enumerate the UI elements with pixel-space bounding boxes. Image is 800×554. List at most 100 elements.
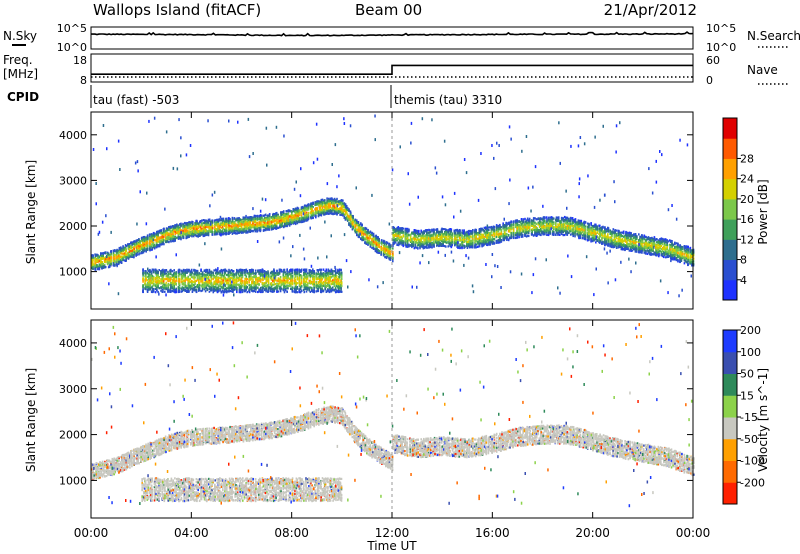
freq-series (91, 64, 693, 75)
power-cell (210, 229, 212, 232)
power-cell (167, 273, 170, 276)
power-cell (112, 260, 115, 263)
power-cell (192, 235, 195, 238)
power-cell (366, 238, 369, 241)
power-cell (336, 197, 338, 200)
power-cell (372, 237, 375, 240)
power-cell (205, 226, 207, 229)
power-cell (222, 233, 225, 236)
power-cell (194, 231, 196, 234)
power-cell (339, 207, 341, 210)
power-cell (280, 212, 283, 215)
power-cell (140, 247, 143, 250)
power-cell (392, 260, 394, 263)
power-cell (367, 237, 369, 240)
power-cell (192, 233, 194, 236)
power-cell (270, 216, 273, 219)
power-cell (182, 230, 185, 233)
power-cell (292, 222, 295, 225)
power-cell (100, 263, 102, 266)
power-cell (145, 271, 147, 274)
power-cell (156, 233, 158, 236)
power-cell (358, 236, 360, 239)
power-cell (317, 204, 320, 207)
power-cell (94, 260, 97, 263)
power-cell (362, 238, 365, 242)
power-cell (320, 200, 323, 203)
power-cell (233, 227, 236, 230)
power-cell (229, 220, 231, 223)
power-cell (382, 239, 385, 242)
power-cell (174, 229, 176, 232)
power-cell (178, 273, 181, 276)
power-cell (295, 211, 298, 214)
power-cell (206, 222, 208, 225)
power-cell (382, 247, 385, 250)
power-cell (140, 244, 143, 247)
power-cell (304, 206, 306, 209)
power-cell (196, 219, 198, 222)
power-cell (177, 236, 180, 239)
power-cell (176, 232, 178, 235)
power-cell (345, 210, 348, 213)
power-cell (287, 219, 290, 222)
power-cell (128, 255, 131, 258)
power-cell (371, 242, 373, 245)
power-cell (146, 285, 149, 289)
power-cell (145, 275, 147, 278)
power-cell (333, 197, 336, 200)
power-cell (228, 228, 230, 232)
power-cell (174, 224, 176, 227)
power-cell (295, 219, 298, 222)
power-cell (192, 227, 195, 230)
power-cell (142, 290, 144, 293)
power-cell (152, 236, 155, 239)
power-cell (201, 233, 203, 236)
power-cell (176, 225, 178, 228)
power-cell (365, 242, 368, 245)
power-cell (169, 239, 172, 242)
power-cell (185, 226, 188, 229)
power-cell (245, 231, 247, 234)
power-cell (238, 218, 240, 221)
power-cell (305, 207, 308, 210)
power-cell (213, 269, 215, 272)
power-cell (131, 249, 133, 252)
power-cell (143, 243, 146, 246)
power-cell (172, 225, 174, 228)
power-cell (292, 221, 295, 224)
power-cell (378, 243, 380, 246)
power-cell (237, 218, 239, 221)
power-cell (356, 230, 358, 233)
power-cell (179, 228, 181, 231)
power-cell (256, 214, 259, 217)
power-cell (376, 246, 378, 249)
power-cell (146, 279, 149, 282)
power-cell (168, 241, 170, 244)
power-cell (176, 236, 178, 240)
power-cell (184, 221, 186, 225)
power-cell (380, 239, 383, 242)
power-cell (250, 229, 253, 232)
power-cell (341, 212, 343, 215)
power-cell (262, 224, 265, 227)
power-cell (145, 250, 147, 253)
power-cell (214, 232, 216, 236)
power-cell (352, 221, 354, 224)
power-cell (168, 226, 170, 229)
power-cell (225, 225, 228, 228)
freq-tick-bottom: 8 (80, 74, 87, 87)
power-cell (182, 272, 185, 275)
power-cell (239, 222, 241, 225)
power-cell (174, 227, 176, 230)
power-cell (333, 208, 336, 212)
power-cell (158, 245, 161, 248)
power-cell (224, 232, 226, 235)
power-cell (108, 255, 111, 258)
power-cell (316, 206, 318, 210)
power-cell (192, 229, 195, 232)
power-cell (207, 231, 210, 234)
power-cell (288, 221, 291, 224)
power-cell (300, 214, 303, 217)
power-cell (120, 249, 123, 252)
